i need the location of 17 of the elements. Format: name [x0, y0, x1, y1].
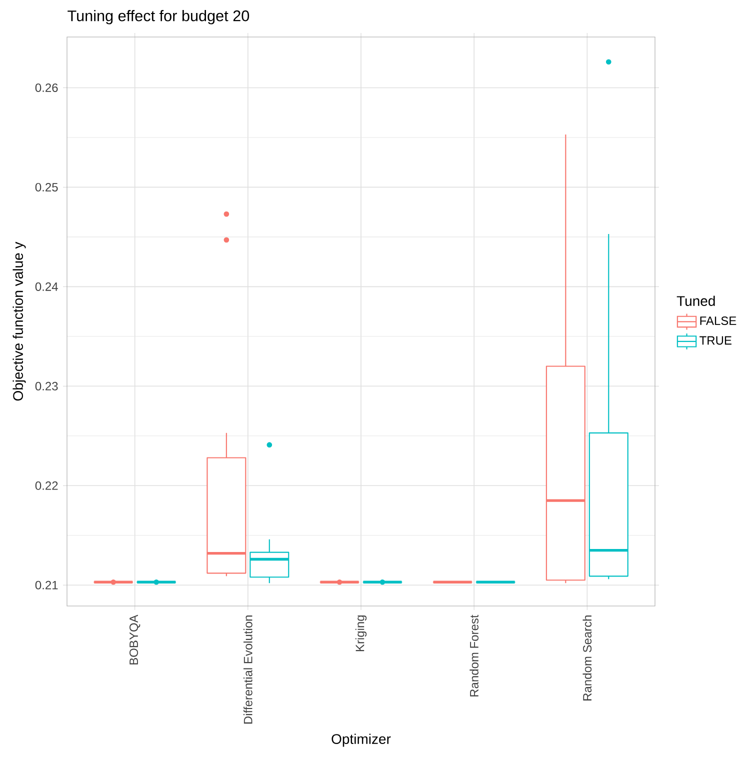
- x-tick-label: Differential Evolution: [244, 616, 252, 724]
- y-tick-label: 0.26: [35, 83, 58, 92]
- x-axis-title: Optimizer: [332, 734, 391, 747]
- x-tick-label: BOBYQA: [130, 614, 140, 664]
- y-tick-label: 0.23: [35, 382, 58, 390]
- y-axis-title: Objective function value y: [12, 242, 26, 401]
- legend-label: FALSE: [700, 316, 736, 326]
- chart-title: Tuning effect for budget 20: [68, 10, 250, 24]
- y-tick-label: 0.24: [35, 282, 58, 291]
- y-tick-label: 0.21: [35, 580, 58, 590]
- y-tick-label: 0.22: [35, 481, 58, 490]
- y-tick-label: 0.25: [35, 182, 58, 192]
- x-tick-label: Random Search: [582, 616, 592, 700]
- x-tick-label: Random Forest: [470, 614, 478, 696]
- x-tick-label: Kriging: [355, 615, 367, 652]
- legend-title: Tuned: [676, 296, 715, 306]
- legend-label: TRUE: [700, 336, 732, 345]
